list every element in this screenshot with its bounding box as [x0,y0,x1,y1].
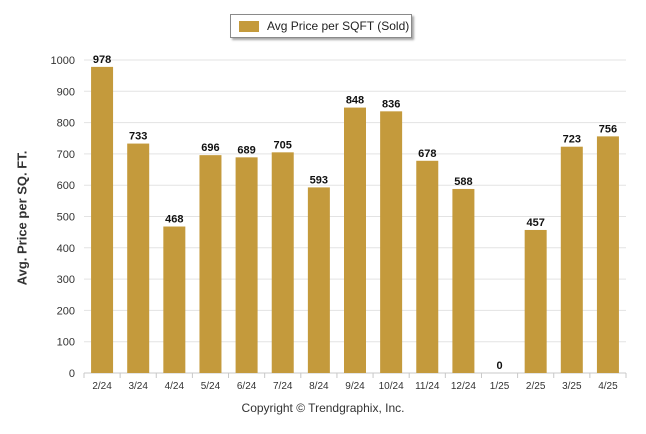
x-tick-label: 9/24 [345,381,365,392]
legend: Avg Price per SQFT (Sold) [230,14,412,38]
y-tick-label: 700 [57,149,75,161]
y-tick-label: 600 [57,180,75,192]
y-tick-label: 900 [57,86,75,98]
y-tick-label: 0 [69,368,75,380]
y-tick-label: 400 [57,243,75,255]
x-tick-label: 4/25 [598,381,618,392]
data-label: 723 [563,134,581,146]
bar [91,66,114,374]
bar [235,157,258,373]
data-label: 705 [274,139,292,151]
copyright-footer: Copyright © Trendgraphix, Inc. [241,401,405,415]
data-label: 978 [93,54,111,66]
data-label: 733 [129,131,147,143]
data-label: 588 [454,176,472,188]
x-tick-label: 7/24 [273,381,293,392]
data-label: 848 [346,95,364,107]
bar [596,136,619,373]
y-tick-label: 1000 [51,55,75,67]
data-label: 457 [526,217,544,229]
data-label: 836 [382,98,400,110]
y-tick-label: 500 [57,212,75,224]
x-tick-label: 2/25 [526,381,546,392]
data-label: 689 [237,144,255,156]
bar [452,188,475,373]
bar [163,226,186,373]
y-tick-label: 100 [57,337,75,349]
x-tick-label: 3/24 [128,381,148,392]
bar [199,155,222,373]
bar [307,187,330,373]
x-tick-label: 8/24 [309,381,329,392]
x-tick-label: 2/24 [92,381,112,392]
data-label: 0 [496,360,502,372]
x-tick-label: 11/24 [415,381,440,392]
x-tick-label: 6/24 [237,381,257,392]
data-label: 468 [165,214,183,226]
x-tick-label: 1/25 [490,381,510,392]
x-tick-label: 12/24 [451,381,476,392]
data-label: 756 [599,123,617,135]
data-label: 678 [418,148,436,160]
data-label: 593 [310,174,328,186]
x-tick-label: 10/24 [379,381,404,392]
y-tick-label: 800 [57,118,75,130]
legend-swatch [239,20,259,32]
bar [344,107,366,374]
data-label: 696 [201,142,219,154]
y-tick-label: 200 [57,305,75,317]
x-tick-label: 3/25 [562,381,582,392]
legend-label: Avg Price per SQFT (Sold) [267,19,410,33]
y-tick-label: 300 [57,274,75,286]
x-tick-label: 4/24 [165,381,185,392]
x-tick-label: 5/24 [201,381,221,392]
bar [560,146,583,373]
bar [127,143,150,373]
bar [271,152,294,373]
bar [380,111,403,373]
bar [416,160,439,373]
bar [524,229,547,373]
